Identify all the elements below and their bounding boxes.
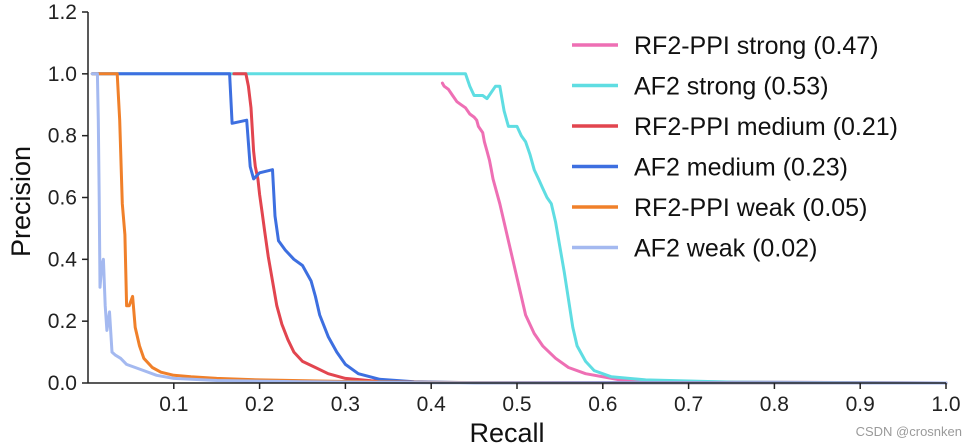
x-tick-label: 0.2 (245, 393, 274, 416)
x-tick-label: 0.7 (674, 393, 703, 416)
x-tick-label: 0.9 (846, 393, 875, 416)
y-tick-label: 1.0 (48, 63, 77, 86)
y-tick-label: 0.8 (48, 125, 77, 148)
legend-label-5: AF2 weak (0.02) (634, 235, 817, 263)
y-tick-label: 0.4 (48, 248, 78, 271)
x-tick-label: 0.4 (417, 393, 447, 416)
series-line-0 (440, 81, 948, 385)
series-layer (90, 72, 948, 385)
series-line-5 (90, 72, 948, 385)
y-tick-label: 0.2 (48, 310, 77, 333)
y-tick-label: 0.0 (48, 372, 77, 395)
y-axis-label: Precision (6, 146, 36, 257)
x-tick-label: 0.6 (588, 393, 617, 416)
x-tick-label: 0.1 (159, 393, 188, 416)
y-tick-label: 0.6 (48, 187, 77, 210)
series-line-1 (90, 72, 948, 385)
legend-label-4: RF2-PPI weak (0.05) (634, 194, 867, 222)
axes-layer: 0.0 0.2 0.4 0.6 0.8 1.0 1.2 0.1 0.2 0.3 0.4 0.5 0.6 0… (6, 1, 961, 446)
y-tick-label: 1.2 (48, 1, 77, 24)
x-tick-label: 0.8 (760, 393, 789, 416)
series-line-3 (90, 72, 948, 385)
legend: RF2-PPI strong (0.47) AF2 strong (0.53) RF… (572, 32, 898, 263)
x-tick-label: 1.0 (931, 393, 960, 416)
x-tick-label: 0.5 (502, 393, 531, 416)
series-line-2 (232, 72, 948, 385)
legend-label-2: RF2-PPI medium (0.21) (634, 113, 898, 141)
legend-label-1: AF2 strong (0.53) (634, 73, 829, 101)
legend-label-3: AF2 medium (0.23) (634, 154, 848, 182)
legend-label-0: RF2-PPI strong (0.47) (634, 32, 879, 60)
watermark: CSDN @crosnken (856, 424, 962, 439)
x-tick-label: 0.3 (331, 393, 360, 416)
x-axis-label: Recall (469, 418, 544, 446)
